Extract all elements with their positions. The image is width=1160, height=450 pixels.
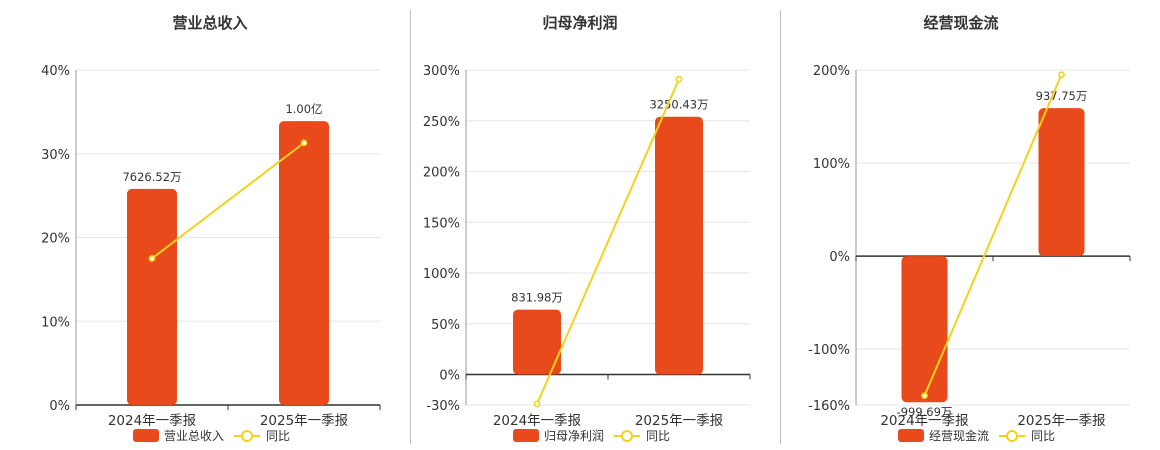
y-tick-label: 10% bbox=[41, 315, 70, 330]
legend-swatch-bar bbox=[133, 429, 159, 442]
bar-value-label: 937.75万 bbox=[1036, 89, 1088, 103]
y-tick-label: 30% bbox=[41, 148, 70, 163]
panel-divider bbox=[410, 10, 411, 444]
legend-swatch-marker bbox=[241, 430, 253, 442]
y-tick-label: 50% bbox=[431, 318, 460, 333]
yoy-point bbox=[1058, 71, 1065, 79]
bar-value-label: 3250.43万 bbox=[649, 98, 708, 112]
y-tick-label: 0% bbox=[829, 250, 850, 265]
legend-label: 同比 bbox=[646, 429, 670, 443]
y-tick-label: 250% bbox=[423, 115, 460, 130]
y-tick-label: 300% bbox=[423, 64, 460, 79]
y-tick-label: 40% bbox=[41, 64, 70, 79]
y-tick-label: 100% bbox=[423, 267, 460, 282]
chart-title: 经营现金流 bbox=[923, 14, 998, 32]
legend-swatch-bar bbox=[513, 429, 539, 442]
yoy-point bbox=[300, 139, 308, 147]
y-tick-label: 20% bbox=[41, 232, 70, 247]
chart-revenue: 营业总收入 0% 10% 20% 30% 40% 7626.52万 1.00亿 2024年一季报… bbox=[41, 14, 381, 443]
yoy-point bbox=[533, 400, 541, 408]
chart-panel-cash-flow: 经营现金流 -160% -100% 0% 100% 200% -999.69万 937.75万… bbox=[781, 0, 1160, 450]
x-category-label: 2025年一季报 bbox=[1017, 413, 1105, 429]
panel-divider bbox=[780, 10, 781, 444]
legend-label: 营业总收入 bbox=[164, 429, 224, 443]
chart-title: 归母净利润 bbox=[542, 14, 617, 32]
y-tick-label: -30% bbox=[426, 399, 460, 414]
y-tick-label: 0% bbox=[439, 369, 460, 384]
legend-label: 同比 bbox=[1031, 429, 1055, 443]
yoy-line bbox=[923, 74, 1063, 397]
bar-value-label: 1.00亿 bbox=[285, 102, 322, 116]
chart-panel-net-profit: 归母净利润 -30% 0% 50% 100% 150% 200% 250% 300% 831.98… bbox=[411, 0, 780, 450]
bar bbox=[279, 121, 329, 406]
bar-value-label: -999.69万 bbox=[897, 405, 953, 419]
legend-label: 归母净利润 bbox=[544, 429, 604, 443]
y-tick-label: 200% bbox=[813, 64, 850, 79]
chart-panel-revenue: 营业总收入 0% 10% 20% 30% 40% 7626.52万 1.00亿 2024年一季报… bbox=[0, 0, 410, 450]
x-category-label: 2024年一季报 bbox=[108, 413, 196, 429]
chart-net-profit: 归母净利润 -30% 0% 50% 100% 150% 200% 250% 300% 831.98… bbox=[423, 14, 751, 443]
yoy-line bbox=[151, 142, 305, 260]
y-tick-label: 150% bbox=[423, 216, 460, 231]
yoy-point bbox=[148, 255, 156, 262]
yoy-point bbox=[675, 75, 683, 83]
bar bbox=[655, 116, 703, 375]
y-tick-label: -100% bbox=[808, 343, 850, 358]
y-tick-label: -160% bbox=[808, 399, 850, 414]
y-tick-label: 200% bbox=[423, 166, 460, 181]
y-tick-label: 0% bbox=[49, 399, 70, 414]
bar-value-label: 7626.52万 bbox=[122, 170, 181, 184]
bar bbox=[901, 256, 948, 403]
x-category-label: 2024年一季报 bbox=[880, 413, 968, 429]
legend-label: 同比 bbox=[266, 429, 290, 443]
y-tick-label: 100% bbox=[813, 157, 850, 172]
legend-swatch-marker bbox=[621, 430, 633, 442]
legend-swatch-bar bbox=[898, 429, 924, 442]
yoy-line bbox=[536, 78, 680, 405]
x-category-label: 2025年一季报 bbox=[260, 413, 348, 429]
chart-cash-flow: 经营现金流 -160% -100% 0% 100% 200% -999.69万 937.75万… bbox=[808, 14, 1131, 443]
bar bbox=[513, 309, 561, 375]
chart-title: 营业总收入 bbox=[172, 14, 247, 32]
bar bbox=[127, 188, 177, 405]
legend-label: 经营现金流 bbox=[929, 428, 989, 443]
x-category-label: 2024年一季报 bbox=[493, 413, 581, 429]
yoy-point bbox=[921, 392, 928, 400]
bar-value-label: 831.98万 bbox=[511, 291, 563, 305]
bar bbox=[1038, 108, 1085, 257]
x-category-label: 2025年一季报 bbox=[635, 413, 723, 429]
legend-swatch-marker bbox=[1006, 430, 1018, 442]
